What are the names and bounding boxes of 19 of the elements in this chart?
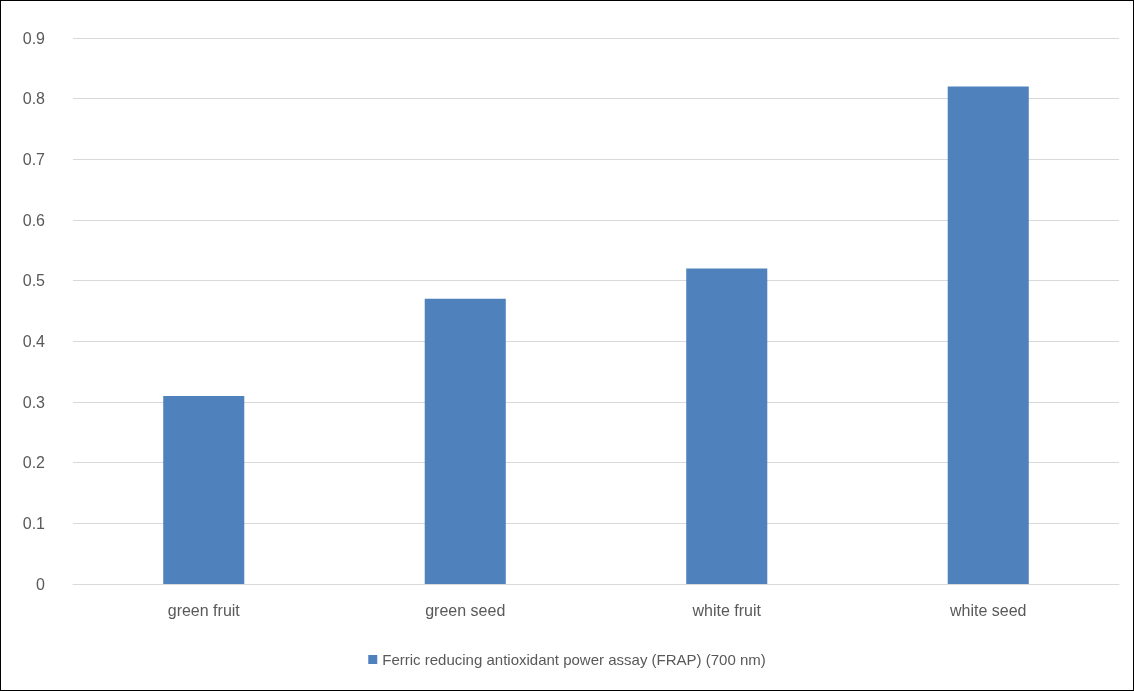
- bar: [686, 268, 768, 584]
- y-tick-label: 0.9: [22, 29, 46, 47]
- y-tick-label: 0.6: [22, 211, 46, 229]
- y-tick-label: 0.5: [22, 272, 46, 290]
- x-tick-label: white fruit: [691, 601, 762, 619]
- y-tick-label: 0.7: [22, 150, 46, 168]
- x-tick-label: white seed: [949, 601, 1027, 619]
- legend-label: Ferric reducing antioxidant power assay (FRAP) (700 nm): [382, 651, 766, 668]
- x-tick-label: green fruit: [167, 601, 241, 619]
- y-tick-label: 0.2: [22, 454, 46, 472]
- y-tick-label: 0.1: [22, 514, 46, 532]
- y-tick-label: 0.4: [22, 332, 46, 350]
- y-tick-label: 0.3: [22, 393, 46, 411]
- y-tick-label: 0: [36, 575, 46, 593]
- bar: [424, 298, 506, 584]
- y-tick-label: 0.8: [22, 90, 46, 108]
- bar: [947, 86, 1029, 584]
- x-tick-label: green seed: [425, 601, 506, 619]
- bar: [163, 395, 245, 584]
